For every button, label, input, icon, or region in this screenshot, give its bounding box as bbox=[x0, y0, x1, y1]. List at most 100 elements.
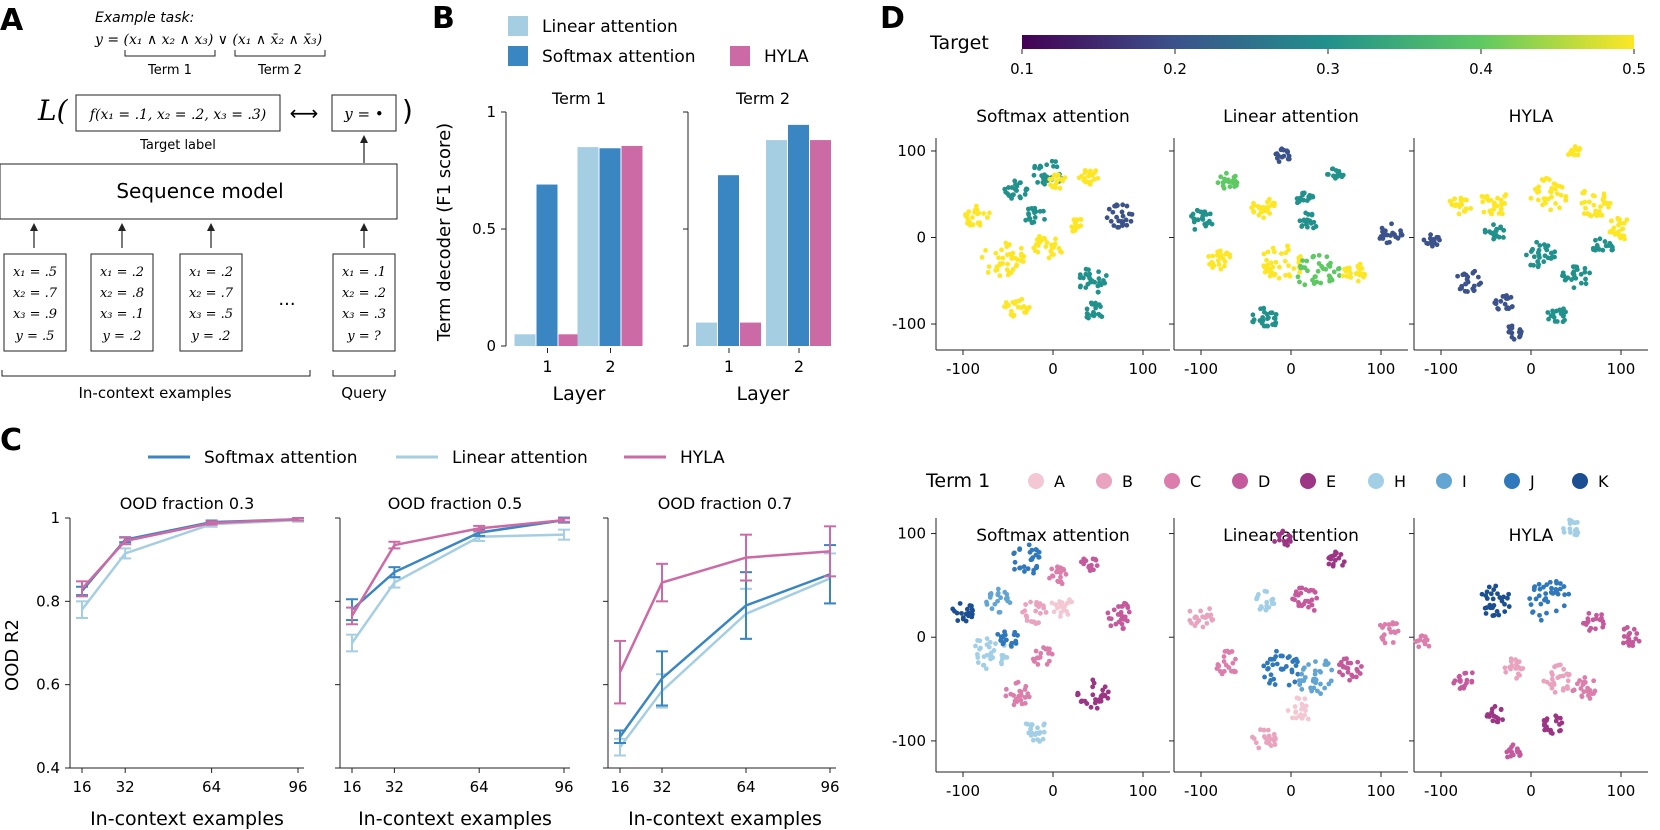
scatter-point bbox=[1514, 675, 1519, 681]
scatter-point bbox=[1286, 532, 1291, 538]
scatter-point bbox=[1032, 215, 1038, 220]
scatter-point bbox=[1015, 679, 1021, 685]
scatter-point bbox=[1037, 730, 1043, 735]
scatter-point bbox=[996, 255, 1001, 261]
scatter-point bbox=[984, 652, 990, 658]
scatter-point bbox=[1062, 175, 1068, 180]
scatter-point bbox=[1125, 603, 1130, 609]
scatter-point bbox=[1041, 721, 1047, 727]
x-tick-label: -100 bbox=[946, 360, 980, 378]
scatter-point bbox=[1049, 651, 1055, 657]
scatter-point bbox=[1560, 273, 1565, 279]
term-legend-swatch bbox=[1096, 473, 1112, 489]
scatter-point bbox=[1024, 306, 1030, 311]
scatter-point bbox=[1262, 674, 1267, 680]
scatter-point bbox=[1495, 306, 1501, 311]
query-bracket bbox=[332, 370, 396, 377]
scatter-point bbox=[1020, 609, 1025, 615]
scatter-point bbox=[1019, 258, 1024, 264]
scatter-point bbox=[998, 595, 1003, 601]
scatter-point bbox=[1118, 609, 1124, 615]
scatter-point bbox=[1451, 680, 1457, 686]
term1-bracket bbox=[124, 50, 216, 57]
scatter-point bbox=[1469, 679, 1475, 685]
bar bbox=[718, 175, 739, 346]
scatter-point bbox=[955, 618, 961, 623]
scatter-point bbox=[1024, 614, 1030, 620]
scatter-point bbox=[1012, 559, 1018, 565]
scatter-point bbox=[1481, 209, 1487, 215]
scatter-point bbox=[1046, 658, 1052, 664]
scatter-point bbox=[1465, 289, 1470, 294]
scatter-point bbox=[1215, 258, 1221, 263]
scatter-point bbox=[1457, 677, 1463, 683]
scatter-point bbox=[1062, 603, 1068, 609]
scatter-point bbox=[1332, 557, 1338, 563]
scatter-point bbox=[1272, 539, 1278, 544]
scatter-point bbox=[1003, 240, 1009, 246]
scatter-point bbox=[1285, 149, 1291, 155]
scatter-point bbox=[1484, 193, 1490, 199]
scatter-point bbox=[1261, 727, 1267, 733]
scatter-point bbox=[1480, 199, 1486, 205]
scatter-point bbox=[1582, 675, 1588, 680]
scatter-point bbox=[1268, 672, 1274, 678]
x-tick-label: -100 bbox=[1184, 782, 1218, 800]
scatter-subplot-title: Softmax attention bbox=[976, 107, 1130, 127]
scatter-point bbox=[1544, 610, 1549, 616]
scatter-point bbox=[966, 610, 972, 616]
panel-c-xlabel-1: In-context examples bbox=[90, 808, 284, 830]
scatter-point bbox=[1276, 275, 1282, 281]
example-line: x₃ = .9 bbox=[13, 307, 57, 322]
scatter-point bbox=[1312, 668, 1318, 674]
scatter-point bbox=[1225, 649, 1231, 654]
query-label: Query bbox=[341, 384, 387, 402]
scatter-point bbox=[1295, 197, 1301, 203]
scatter-point bbox=[1398, 228, 1403, 234]
scatter-point bbox=[1602, 239, 1608, 244]
term-legend: A B C D E H I J K bbox=[1028, 472, 1609, 491]
scatter-point bbox=[1542, 253, 1548, 259]
scatter-point bbox=[1264, 589, 1270, 595]
scatter-point bbox=[1187, 608, 1193, 614]
scatter-point bbox=[1542, 200, 1548, 206]
scatter-point bbox=[1492, 704, 1498, 709]
series-line bbox=[618, 577, 831, 748]
scatter-point bbox=[1092, 700, 1098, 706]
term-legend-entry: D bbox=[1258, 472, 1270, 491]
scatter-point bbox=[1464, 197, 1469, 203]
x-tick-label: 100 bbox=[1129, 782, 1158, 800]
scatter-point bbox=[1129, 211, 1135, 217]
scatter-point bbox=[1293, 709, 1299, 715]
scatter-point bbox=[1357, 671, 1363, 676]
scatter-point bbox=[1121, 625, 1126, 631]
scatter-point bbox=[1502, 293, 1508, 299]
scatter-point bbox=[1065, 612, 1071, 617]
scatter-point bbox=[1083, 558, 1089, 564]
scatter-point bbox=[978, 645, 983, 651]
scatter-point bbox=[1264, 257, 1269, 263]
scatter-point bbox=[1314, 279, 1320, 285]
scatter-point bbox=[1035, 662, 1041, 667]
colorbar-ticks bbox=[1021, 49, 1635, 54]
scatter-point bbox=[1535, 250, 1541, 256]
scatter-point bbox=[1276, 264, 1282, 270]
scatter-point bbox=[1524, 252, 1529, 258]
x-tick-label: 64 bbox=[202, 778, 221, 796]
panel-d-letter: D bbox=[880, 1, 905, 36]
scatter-point bbox=[1566, 672, 1572, 677]
scatter-point bbox=[1545, 310, 1551, 315]
scatter-point bbox=[1294, 695, 1300, 701]
panel-c-ylabel: OOD R2 bbox=[2, 619, 23, 691]
scatter-point bbox=[1594, 244, 1600, 250]
scatter-point bbox=[1583, 205, 1588, 211]
colorbar-tick-label: 0.3 bbox=[1316, 60, 1340, 78]
scatter-point bbox=[1492, 230, 1498, 236]
scatter-point bbox=[1003, 300, 1009, 305]
scatter-point bbox=[1312, 589, 1318, 595]
scatter-point bbox=[1096, 269, 1102, 275]
scatter-point bbox=[1227, 184, 1233, 190]
scatter-point bbox=[1515, 749, 1521, 755]
scatter-point bbox=[1195, 217, 1201, 223]
term-legend-entry: B bbox=[1122, 472, 1133, 491]
